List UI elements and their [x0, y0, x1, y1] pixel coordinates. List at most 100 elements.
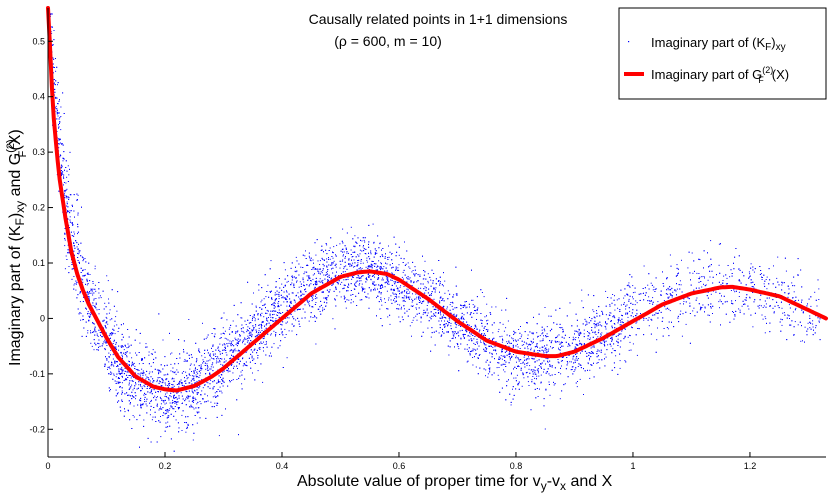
scatter-point [147, 386, 148, 388]
scatter-point [723, 275, 725, 277]
scatter-point [427, 302, 429, 304]
scatter-point [596, 362, 598, 364]
scatter-point [567, 345, 569, 347]
scatter-point [270, 291, 271, 293]
scatter-point [611, 339, 613, 341]
scatter-point [380, 262, 382, 264]
scatter-point [444, 325, 446, 327]
scatter-point [411, 271, 413, 273]
scatter-point [191, 390, 193, 392]
scatter-point [348, 284, 350, 286]
scatter-point [169, 408, 171, 410]
scatter-point [785, 270, 787, 272]
scatter-point [474, 324, 476, 326]
scatter-point [503, 369, 504, 371]
scatter-point [400, 292, 402, 294]
scatter-point [461, 318, 463, 320]
scatter-point [408, 266, 410, 268]
scatter-point [382, 277, 384, 279]
scatter-point [550, 341, 552, 343]
scatter-point [232, 350, 234, 352]
scatter-point [309, 284, 311, 286]
scatter-point [186, 378, 188, 380]
scatter-point [162, 407, 164, 408]
scatter-point [379, 243, 381, 245]
scatter-point [699, 309, 701, 311]
scatter-point [603, 344, 605, 345]
scatter-point [226, 338, 228, 340]
scatter-point [308, 255, 310, 257]
scatter-point [403, 291, 405, 293]
scatter-point [286, 299, 288, 301]
scatter-point [107, 323, 109, 325]
scatter-point [138, 363, 140, 365]
scatter-point [300, 308, 301, 310]
scatter-point [764, 316, 766, 318]
scatter-point [435, 287, 437, 289]
scatter-point [284, 328, 286, 330]
scatter-point [210, 401, 212, 403]
scatter-point [741, 305, 743, 307]
scatter-point [605, 340, 607, 342]
scatter-point [329, 258, 331, 260]
scatter-point [614, 323, 616, 325]
scatter-point [744, 299, 746, 301]
scatter-point [237, 350, 239, 352]
scatter-point [213, 354, 215, 356]
scatter-point [205, 338, 207, 340]
scatter-point [64, 268, 66, 270]
scatter-point [667, 293, 669, 295]
scatter-point [76, 246, 78, 248]
scatter-point [108, 335, 110, 337]
scatter-point [544, 348, 546, 349]
scatter-point [738, 296, 740, 297]
scatter-point [260, 341, 262, 343]
scatter-point [151, 419, 153, 421]
scatter-point [342, 228, 344, 230]
scatter-point [365, 266, 367, 268]
scatter-point [267, 284, 269, 286]
scatter-point [193, 371, 195, 373]
scatter-point [286, 291, 288, 293]
scatter-point [434, 289, 436, 291]
scatter-point [679, 303, 681, 305]
scatter-point [748, 271, 750, 273]
scatter-point [66, 197, 68, 199]
scatter-point [627, 316, 629, 318]
scatter-point [300, 291, 302, 293]
scatter-point [537, 396, 539, 397]
scatter-point [264, 344, 266, 345]
scatter-point [169, 402, 171, 404]
scatter-point [87, 295, 89, 297]
scatter-point [399, 304, 401, 306]
scatter-point [380, 293, 382, 295]
scatter-point [478, 331, 480, 333]
scatter-point [549, 365, 551, 367]
scatter-point [672, 291, 674, 293]
scatter-point [315, 284, 317, 286]
scatter-point [373, 284, 375, 286]
scatter-point [122, 346, 124, 348]
scatter-point [636, 354, 638, 356]
scatter-point [274, 320, 276, 322]
scatter-point [643, 265, 645, 267]
scatter-point [439, 317, 441, 319]
scatter-point [225, 352, 227, 354]
scatter-point [113, 325, 115, 327]
scatter-point [191, 406, 193, 408]
scatter-point [63, 176, 64, 178]
scatter-point [345, 307, 347, 309]
scatter-point [526, 343, 528, 345]
scatter-point [173, 378, 175, 380]
scatter-point [61, 173, 63, 175]
scatter-point [93, 349, 95, 351]
scatter-point [301, 293, 303, 295]
scatter-point [551, 340, 553, 342]
scatter-point [788, 292, 790, 294]
scatter-point [128, 360, 130, 362]
scatter-point [87, 330, 89, 332]
scatter-point [294, 270, 296, 272]
scatter-point [359, 299, 361, 301]
scatter-point [93, 299, 95, 301]
scatter-point [263, 316, 265, 318]
